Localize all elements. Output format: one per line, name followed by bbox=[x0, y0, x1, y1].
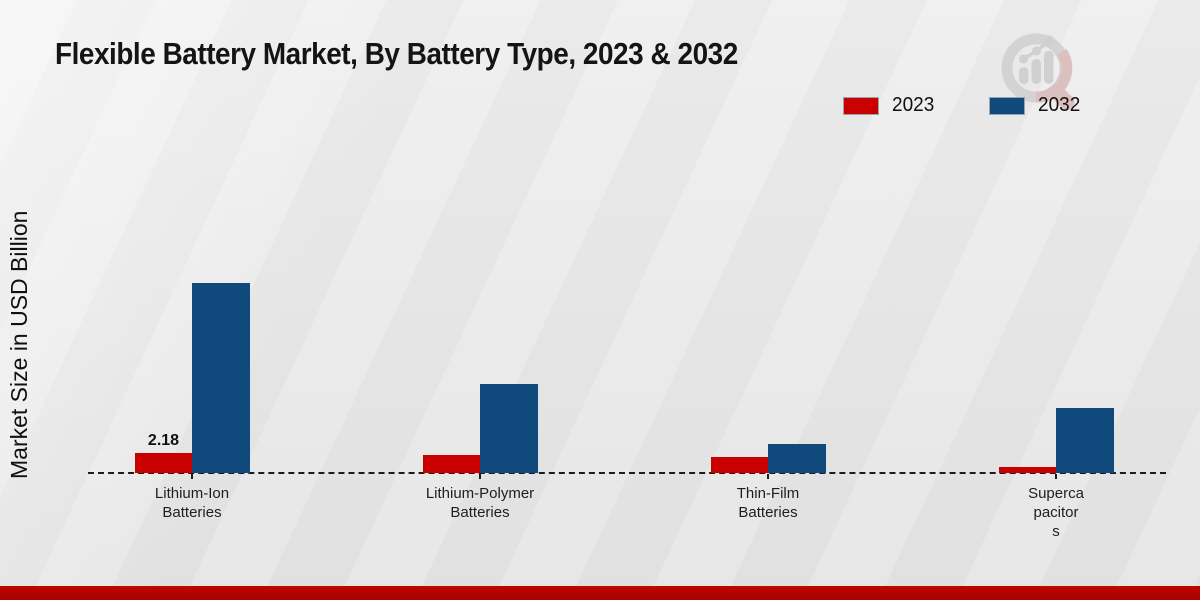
x-axis-category-label-line: Batteries bbox=[450, 504, 510, 521]
bar-2023-supercapacitors bbox=[999, 467, 1056, 473]
x-axis-tick bbox=[479, 474, 481, 479]
x-axis-tick bbox=[191, 474, 193, 479]
legend-item-2032: 2032 bbox=[988, 94, 1083, 117]
x-axis-category-label: Lithium-Ion Batteries bbox=[102, 484, 282, 522]
x-axis-category-label: Lithium-Polymer Batteries bbox=[390, 484, 570, 522]
bar-2032-lithium-polymer-batteries bbox=[480, 384, 538, 473]
bar-2032-thin-film-batteries bbox=[768, 444, 826, 473]
bar-2023-lithium-polymer-batteries bbox=[423, 455, 480, 473]
legend-swatch-2032 bbox=[988, 96, 1025, 115]
x-axis-category-label: Thin-Film Batteries bbox=[678, 484, 858, 522]
legend-label-2032: 2032 bbox=[1037, 94, 1080, 116]
chart-title: Flexible Battery Market, By Battery Type… bbox=[55, 36, 738, 71]
bar-value-label: 2.18 bbox=[147, 432, 180, 449]
footer-accent-bar bbox=[0, 586, 1200, 600]
x-axis-category-label-line: Lithium-Ion bbox=[154, 485, 230, 502]
bar-2023-thin-film-batteries bbox=[711, 457, 768, 473]
market-research-magnifier-logo-icon bbox=[1001, 33, 1075, 111]
legend: 2023 2032 bbox=[843, 94, 1082, 117]
bar-2023-lithium-ion-batteries bbox=[135, 453, 192, 473]
x-axis-tick bbox=[767, 474, 769, 479]
x-axis-category-label-line: pacitor bbox=[1033, 504, 1079, 521]
x-axis-category-label: Superca pacitor s bbox=[966, 484, 1146, 541]
x-axis-category-label-line: Batteries bbox=[162, 504, 222, 521]
x-axis-category-label-line: s bbox=[1052, 523, 1060, 540]
legend-swatch-2023 bbox=[843, 96, 879, 115]
x-axis-baseline bbox=[88, 472, 1166, 474]
legend-item-2023: 2023 bbox=[843, 94, 937, 117]
legend-label-2023: 2023 bbox=[892, 94, 935, 116]
bar-2032-lithium-ion-batteries bbox=[192, 283, 250, 473]
x-axis-tick bbox=[1055, 474, 1057, 479]
x-axis-category-label-line: Lithium-Polymer bbox=[425, 485, 535, 502]
x-axis-category-label-line: Superca bbox=[1028, 485, 1084, 502]
x-axis-category-label-line: Thin-Film bbox=[736, 485, 800, 502]
bar-2032-supercapacitors bbox=[1056, 408, 1114, 473]
x-axis-category-label-line: Batteries bbox=[738, 504, 798, 521]
